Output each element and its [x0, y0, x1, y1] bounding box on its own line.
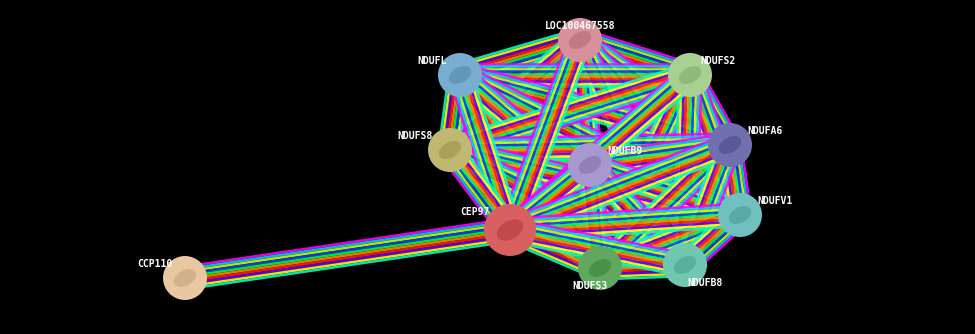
- Ellipse shape: [729, 206, 751, 224]
- Text: NDUFB8: NDUFB8: [687, 278, 722, 288]
- Circle shape: [578, 246, 622, 290]
- Text: LOC100467558: LOC100467558: [545, 21, 615, 31]
- Ellipse shape: [174, 269, 196, 287]
- Text: NDUFA6: NDUFA6: [748, 126, 783, 136]
- Text: NDUFS8: NDUFS8: [398, 131, 433, 141]
- Ellipse shape: [579, 156, 602, 174]
- Circle shape: [438, 53, 482, 97]
- Circle shape: [668, 53, 712, 97]
- Text: NDUFS2: NDUFS2: [700, 56, 735, 66]
- Circle shape: [568, 143, 612, 187]
- Ellipse shape: [448, 66, 471, 84]
- Ellipse shape: [719, 136, 741, 154]
- Circle shape: [718, 193, 762, 237]
- Circle shape: [558, 18, 602, 62]
- Text: NDUFS3: NDUFS3: [572, 281, 607, 291]
- Text: CCP110: CCP110: [137, 259, 173, 269]
- Ellipse shape: [589, 259, 611, 277]
- Ellipse shape: [674, 256, 696, 274]
- Text: NDUFV1: NDUFV1: [758, 196, 793, 206]
- Circle shape: [484, 204, 536, 256]
- Ellipse shape: [679, 66, 701, 84]
- Text: CEP97: CEP97: [460, 207, 489, 217]
- Text: NDUFL: NDUFL: [417, 56, 447, 66]
- Ellipse shape: [568, 31, 591, 49]
- Circle shape: [428, 128, 472, 172]
- Ellipse shape: [497, 219, 524, 240]
- Circle shape: [163, 256, 207, 300]
- Text: NDUFB9: NDUFB9: [607, 146, 643, 156]
- Ellipse shape: [439, 141, 461, 159]
- Circle shape: [708, 123, 752, 167]
- Circle shape: [663, 243, 707, 287]
